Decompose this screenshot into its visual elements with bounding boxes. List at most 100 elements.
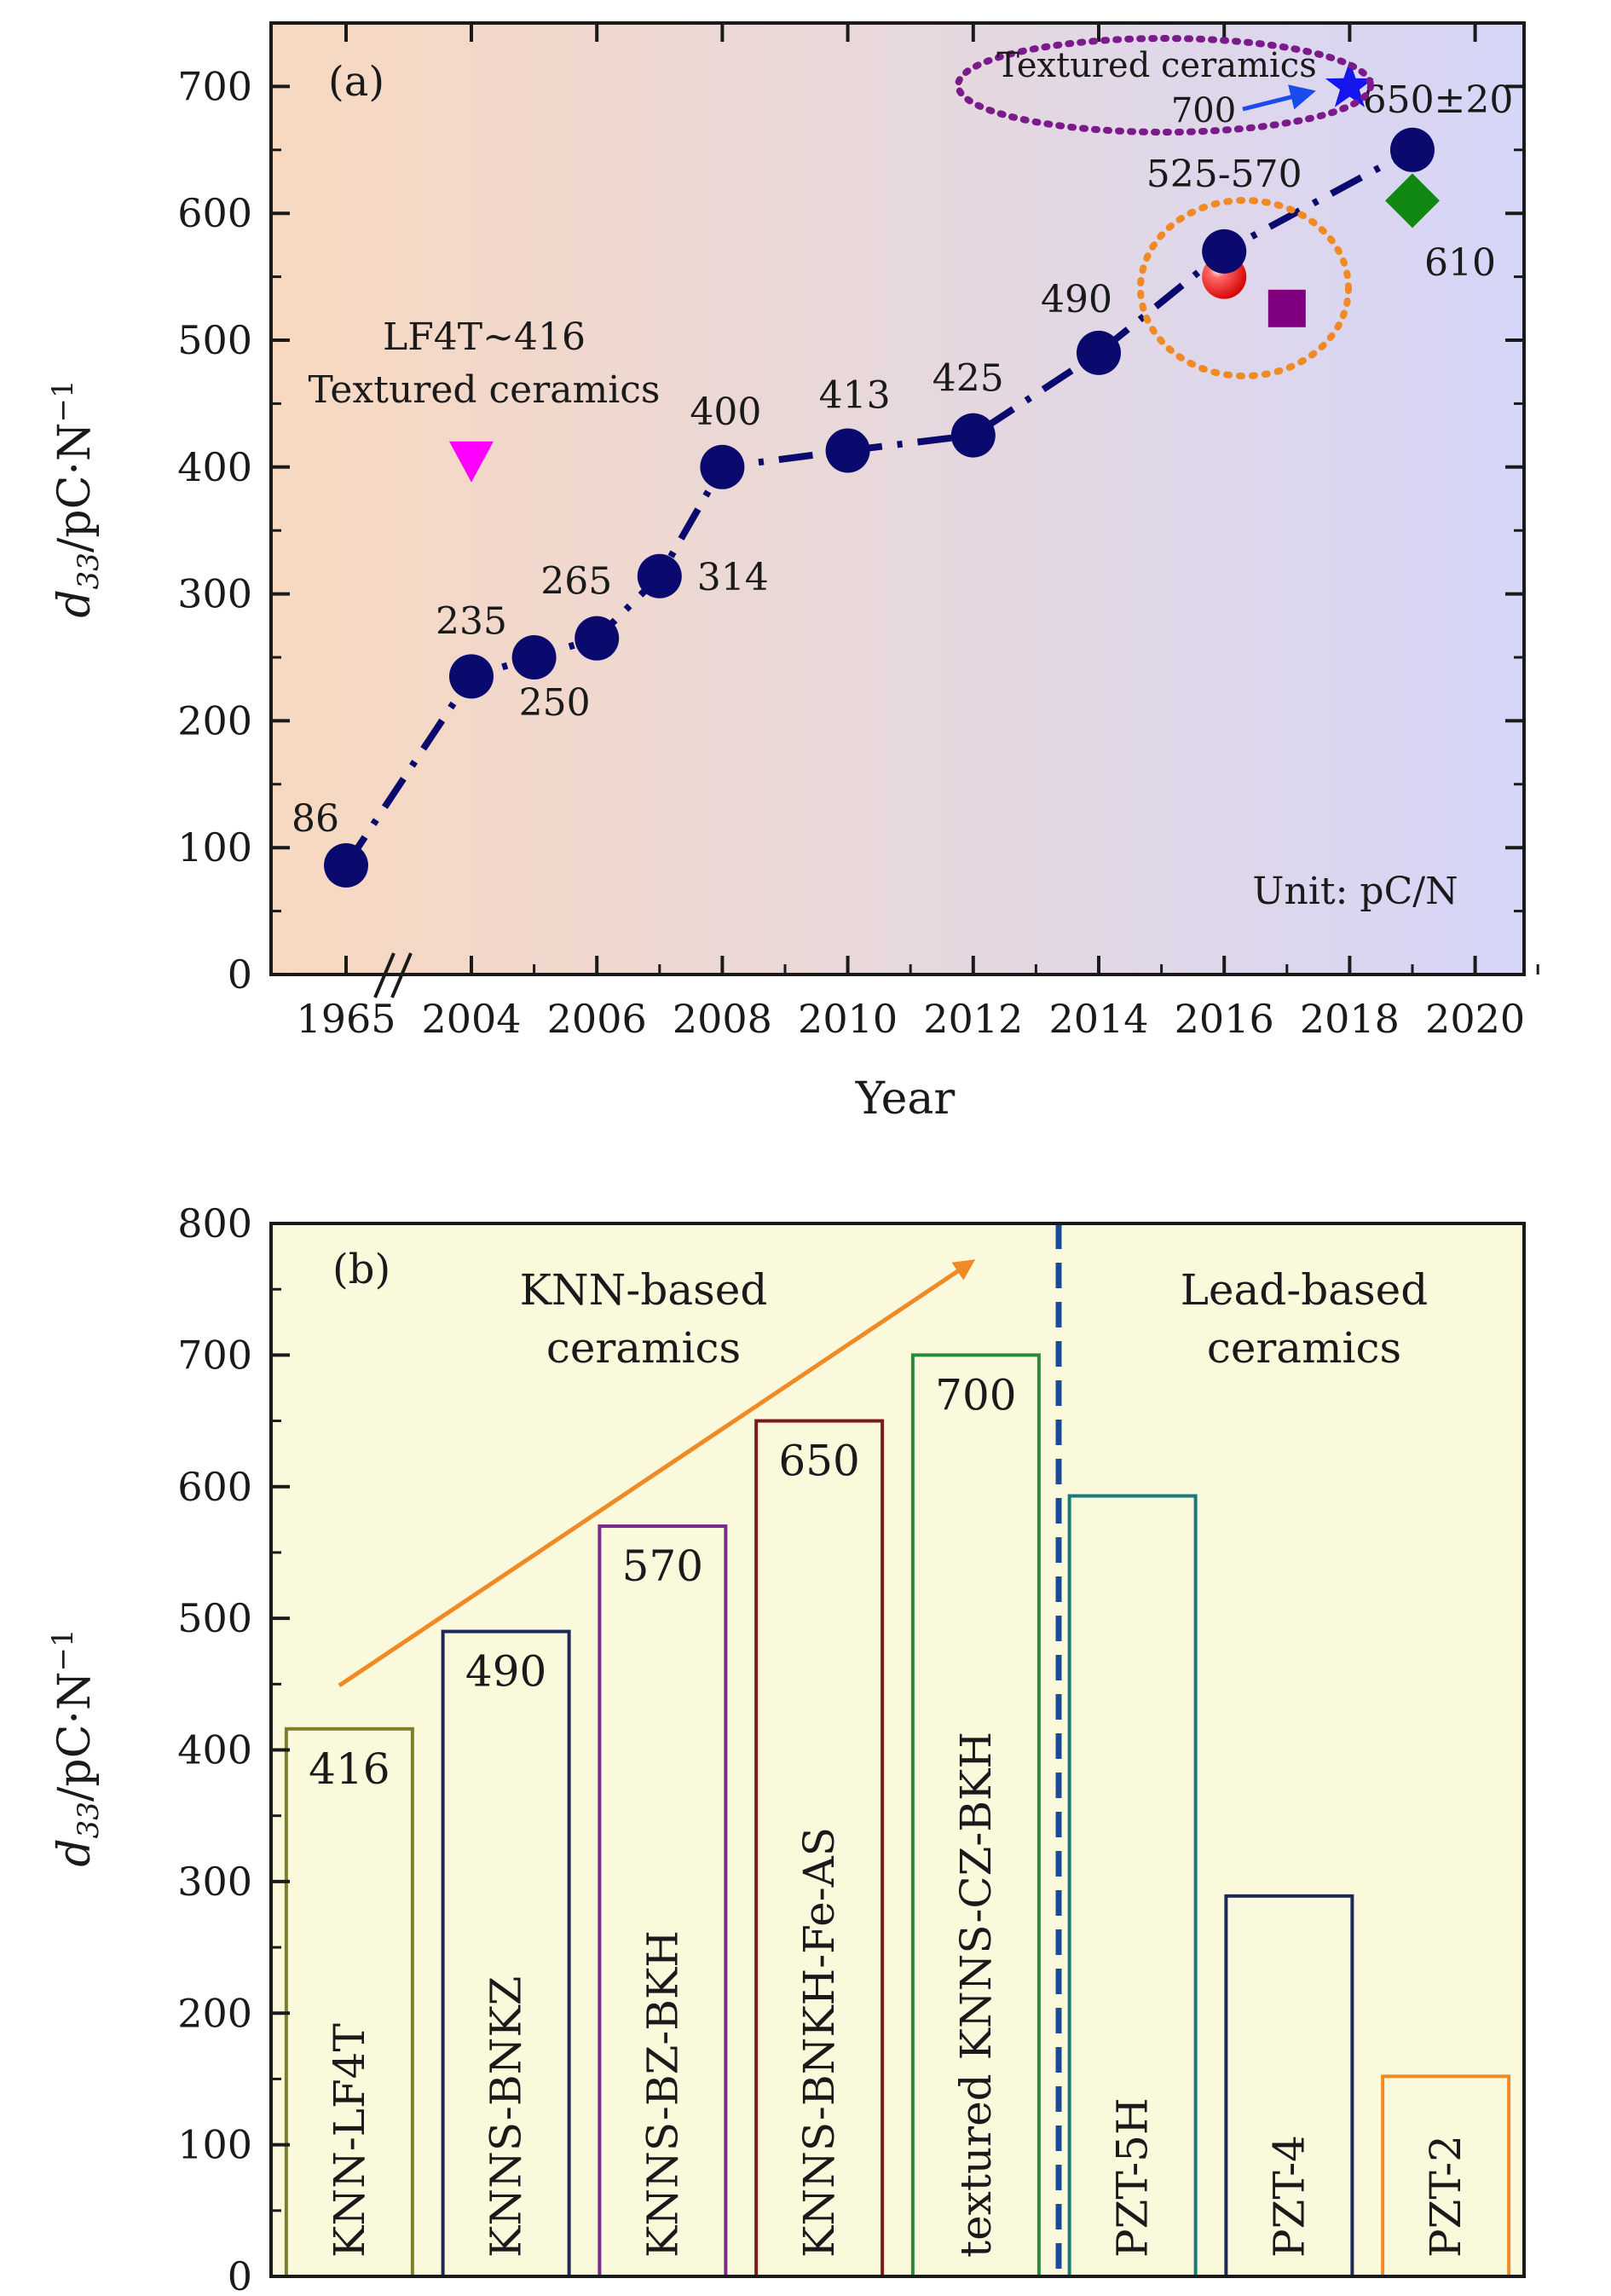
marker-star <box>1325 61 1374 107</box>
ylabel-a-sup: −1 <box>46 379 80 422</box>
annotation-diamond-value: 610 <box>1424 241 1496 285</box>
y-tick-label: 100 <box>177 2122 252 2168</box>
bar-category-label: PZT-2 <box>1421 2135 1470 2258</box>
panel-b-y-ticks: 0 100 200 300 400 500 600 700 800 <box>177 1200 290 2296</box>
data-point <box>511 635 557 680</box>
marker-triangle <box>449 441 494 483</box>
x-tick-label: 2020 <box>1425 996 1525 1042</box>
y-tick-label: 700 <box>177 63 252 109</box>
y-tick-label: 400 <box>177 1727 252 1773</box>
data-point-label: 400 <box>690 390 761 434</box>
annotation-unit: Unit: pC/N <box>1252 870 1458 913</box>
panel-a-y-axis-title: d33/pC·N−1 <box>46 379 106 617</box>
data-point <box>825 428 870 473</box>
bar-value-label: 700 <box>935 1370 1016 1420</box>
ylabel-b-unit: /pC·N <box>49 1671 101 1802</box>
svg-text:d33/pC·N−1: d33/pC·N−1 <box>46 379 106 617</box>
y-tick-label: 600 <box>177 190 252 236</box>
annotation-lf4t-value: LF4T~416 <box>383 315 586 359</box>
panel-a-y-ticks: 0 100 200 300 400 500 600 700 <box>177 63 1524 998</box>
ylabel-a-unit: /pC·N <box>49 422 101 552</box>
data-point-label: 490 <box>1041 278 1112 321</box>
panel-a-plot-background <box>271 23 1524 974</box>
data-point <box>1390 127 1435 172</box>
ylabel-b-sub: 33 <box>72 1802 106 1838</box>
ylabel-b-main: d <box>49 1838 101 1866</box>
data-point-label: 413 <box>819 373 891 417</box>
y-tick-label: 400 <box>177 444 252 490</box>
x-tick-label: 2018 <box>1300 996 1400 1042</box>
y-tick-label: 200 <box>177 1990 252 2036</box>
panel-a-marks: 86 235 250 265 314 400 413 425 490 525-570 650±20 <box>292 61 1513 888</box>
y-tick-label: 800 <box>177 1200 252 1246</box>
y-tick-label: 300 <box>177 1859 252 1905</box>
bar-value-label: 416 <box>309 1744 390 1794</box>
bar-category-label: textured KNNS-CZ-BKH <box>951 1732 1001 2258</box>
bar-value-label: 650 <box>778 1437 859 1486</box>
annotation-textured-ceramics-top: Textured ceramics <box>996 46 1316 85</box>
bar-category-label: PZT-4 <box>1264 2135 1314 2258</box>
ylabel-a-sub: 33 <box>72 552 106 589</box>
panel-b-plot-background <box>271 1223 1524 2276</box>
y-tick-label: 600 <box>177 1464 252 1510</box>
bar-category-label: KNNS-BNKZ <box>482 1976 531 2258</box>
y-tick-label: 0 <box>228 951 252 998</box>
data-point-label: 525-570 <box>1146 153 1302 196</box>
data-point-label: 265 <box>540 560 612 604</box>
data-point-label: 235 <box>436 599 507 643</box>
x-tick-label: 2006 <box>547 996 647 1042</box>
ylabel-b-sup: −1 <box>46 1628 80 1671</box>
panel-a-x-axis-title: Year <box>855 1073 956 1125</box>
data-point-label: 86 <box>292 797 339 841</box>
bar-category-label: PZT-5H <box>1108 2097 1158 2258</box>
knn-trend-arrow <box>338 1259 976 1688</box>
x-tick-label: 2016 <box>1175 996 1274 1042</box>
panel-a-letter: (a) <box>328 58 384 106</box>
data-point <box>324 843 368 888</box>
axis-break-marks <box>373 952 413 998</box>
data-point <box>700 444 745 489</box>
y-tick-label: 100 <box>177 824 252 870</box>
y-tick-label: 500 <box>177 317 252 363</box>
marker-diamond <box>1385 173 1440 228</box>
data-point-label: 314 <box>697 556 769 599</box>
x-tick-label: 2012 <box>923 996 1023 1042</box>
data-point <box>575 616 620 661</box>
x-tick-label: 2014 <box>1048 996 1148 1042</box>
y-tick-label: 0 <box>228 2253 252 2296</box>
annotation-star-value: 700 <box>1171 91 1236 130</box>
panel-a-x-ticks: 1965 2004 2006 2008 2010 2012 2014 2016 2018 2020 <box>296 23 1539 1042</box>
panel-b: 416 KNN-LF4T 490 KNNS-BNKZ 570 KNNS-BZ-BKH 650… <box>46 1200 1526 2296</box>
group-label-lead-line1: Lead-based <box>1181 1265 1429 1315</box>
y-tick-label: 300 <box>177 571 252 617</box>
marker-square <box>1267 289 1306 327</box>
data-point-label: 650±20 <box>1363 78 1514 122</box>
bar-category-label: KNN-LF4T <box>325 2023 374 2258</box>
data-point <box>449 654 494 699</box>
x-tick-label: 2004 <box>421 996 521 1042</box>
bar-value-label: 490 <box>465 1647 546 1697</box>
group-label-knn-line2: ceramics <box>546 1323 741 1373</box>
purple-dotted-ellipse <box>955 35 1374 136</box>
panel-b-letter: (b) <box>332 1246 390 1293</box>
arrow-to-star <box>1242 84 1316 112</box>
data-point <box>1077 330 1121 375</box>
annotation-lf4t-textured: Textured ceramics <box>309 368 661 412</box>
group-label-lead-line2: ceramics <box>1207 1323 1401 1373</box>
y-tick-label: 500 <box>177 1595 252 1641</box>
x-tick-label: 2010 <box>798 996 898 1042</box>
bar-category-label: KNNS-BZ-BKH <box>638 1930 687 2258</box>
y-tick-label: 200 <box>177 697 252 743</box>
group-label-knn-line1: KNN-based <box>520 1265 768 1315</box>
x-tick-label: 1965 <box>296 996 396 1042</box>
panel-a-frame <box>269 21 1526 976</box>
panel-b-y-axis-title: d33/pC·N−1 <box>46 1628 106 1866</box>
data-point <box>950 413 996 458</box>
svg-text:d33/pC·N−1: d33/pC·N−1 <box>46 1628 106 1866</box>
orange-dotted-ellipse <box>1137 197 1352 379</box>
data-point-label: 250 <box>519 681 591 725</box>
data-point-label: 425 <box>933 357 1004 401</box>
data-point <box>637 553 682 599</box>
